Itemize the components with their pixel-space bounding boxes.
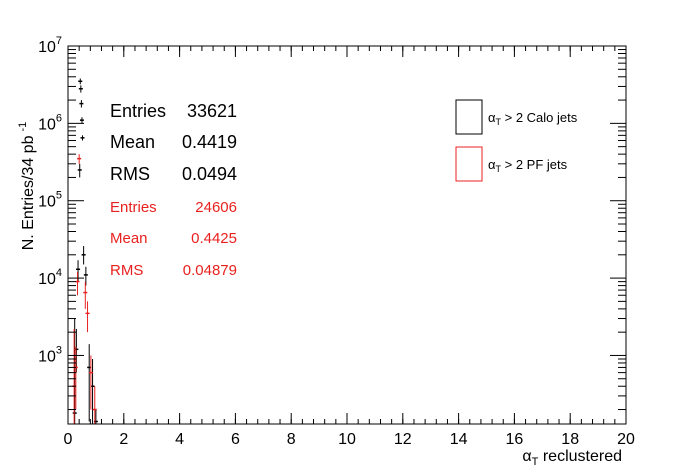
x-tick-label: 10 bbox=[338, 431, 356, 448]
legend-swatch bbox=[455, 99, 483, 135]
stat-value: 24606 bbox=[195, 199, 237, 216]
y-tick-label: 103 bbox=[38, 344, 62, 365]
legend-swatch bbox=[455, 146, 483, 182]
x-tick-label: 20 bbox=[617, 431, 635, 448]
stat-label: Mean bbox=[110, 132, 155, 152]
x-tick-label: 12 bbox=[394, 431, 412, 448]
x-tick-label: 18 bbox=[561, 431, 579, 448]
y-axis-label: N. Entries/34 pb-1 bbox=[17, 122, 37, 251]
x-axis-tick-labels: 0 2 4 6 8 10 12 14 16 18 20 bbox=[64, 431, 635, 448]
stat-label: RMS bbox=[110, 164, 150, 184]
y-axis-ticks bbox=[68, 45, 626, 411]
stat-label: Entries bbox=[110, 199, 157, 216]
x-tick-label: 8 bbox=[287, 431, 296, 448]
x-tick-label: 16 bbox=[506, 431, 524, 448]
stat-label: Entries bbox=[110, 101, 166, 121]
y-tick-label: 107 bbox=[38, 35, 62, 56]
series-pf bbox=[72, 154, 97, 424]
x-tick-label: 14 bbox=[450, 431, 468, 448]
series-calo bbox=[72, 78, 98, 424]
stat-value: 0.0494 bbox=[182, 164, 237, 184]
y-tick-label: 104 bbox=[38, 267, 62, 288]
data-marks bbox=[72, 78, 98, 424]
y-tick-label: 106 bbox=[38, 112, 62, 133]
stat-value: 33621 bbox=[187, 101, 237, 121]
x-tick-label: 0 bbox=[64, 431, 73, 448]
x-axis-ticks bbox=[67, 46, 627, 424]
stat-label: RMS bbox=[110, 262, 143, 279]
x-tick-label: 4 bbox=[175, 431, 184, 448]
stat-value: 0.04879 bbox=[183, 262, 237, 279]
stat-label: Mean bbox=[110, 230, 148, 247]
y-axis-tick-labels: 103 104 105 106 107 bbox=[38, 35, 62, 365]
y-tick-label: 105 bbox=[38, 190, 62, 211]
legend-entry: αT > 2 PF jets bbox=[488, 157, 568, 174]
legend: αT > 2 Calo jets αT > 2 PF jets bbox=[455, 99, 578, 182]
x-tick-label: 2 bbox=[119, 431, 128, 448]
legend-entry: αT > 2 Calo jets bbox=[488, 110, 578, 127]
stat-value: 0.4425 bbox=[191, 230, 237, 247]
stat-value: 0.4419 bbox=[182, 132, 237, 152]
x-tick-label: 6 bbox=[231, 431, 240, 448]
x-axis-label: αT reclustered bbox=[522, 448, 622, 468]
stats-box: Entries 33621 Mean 0.4419 RMS 0.0494 Entries 24… bbox=[110, 101, 237, 279]
